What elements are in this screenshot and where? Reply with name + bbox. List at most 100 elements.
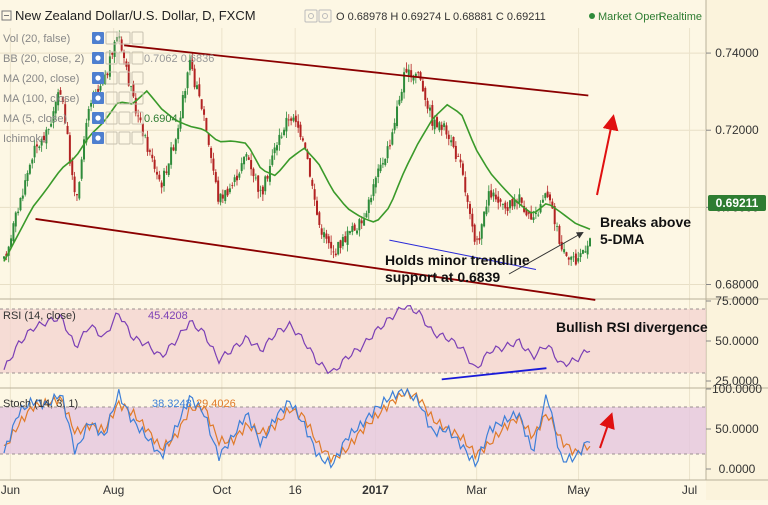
settings-icon[interactable] [304, 9, 318, 23]
candle-body [541, 199, 544, 203]
candle-body [388, 145, 391, 147]
indicator-label: MA (200, close) [3, 73, 79, 85]
candle-body [525, 209, 528, 216]
candle-body [320, 228, 323, 235]
candle-body [452, 136, 455, 147]
candle-body [511, 198, 514, 207]
candle-body [45, 129, 48, 144]
close-icon[interactable] [131, 31, 144, 45]
add-icon[interactable] [118, 131, 131, 145]
candle-body [275, 145, 278, 151]
candle-body [99, 86, 102, 91]
time-tick-label: 16 [288, 483, 302, 497]
candle-body [410, 70, 413, 78]
settings-icon[interactable] [105, 31, 118, 45]
candle-body [207, 133, 210, 145]
rsi-legend: RSI (14, close) 45.4208 [3, 310, 188, 322]
candle-body [144, 135, 147, 137]
add-icon[interactable] [118, 91, 131, 105]
candle-body [466, 195, 469, 202]
candle-body [304, 142, 307, 149]
candle-body [483, 211, 486, 227]
compare-icon[interactable] [318, 9, 332, 23]
stoch-d-value: 29.4026 [196, 398, 236, 410]
candle-body [200, 99, 203, 109]
settings-icon[interactable] [105, 111, 118, 125]
candle-body [155, 171, 158, 175]
candle-body [14, 212, 17, 227]
candle-body [66, 125, 69, 135]
candle-body [245, 154, 248, 157]
stoch-title: Stoch (14, 3, 1) [3, 398, 78, 410]
candle-body [266, 175, 269, 179]
candle-body [445, 125, 448, 135]
add-icon[interactable] [118, 51, 131, 65]
add-icon[interactable] [118, 111, 131, 125]
candle-body [240, 163, 243, 172]
indicator-value: 0.6904 [144, 113, 178, 125]
add-icon[interactable] [118, 31, 131, 45]
candle-body [553, 206, 556, 225]
candle-body [73, 176, 76, 193]
candle-body [318, 212, 321, 225]
ohlc-values: O 0.68978 H 0.69274 L 0.68881 C 0.69211 [336, 11, 546, 23]
close-icon[interactable] [131, 131, 144, 145]
candle-body [205, 117, 208, 131]
stoch-tick-label: 100.0000 [712, 382, 762, 396]
candle-body [83, 139, 86, 160]
settings-icon[interactable] [105, 71, 118, 85]
candle-body [334, 253, 337, 256]
candle-body [344, 236, 347, 243]
annotation-holds-line1: Holds minor trendline [385, 252, 530, 268]
candle-body [217, 180, 220, 202]
candle-body [113, 41, 116, 57]
candle-body [165, 171, 168, 173]
settings-icon[interactable] [105, 91, 118, 105]
indicator-legend: Vol (20, false) BB (20, close, 2) 0.7062 0… [3, 31, 214, 145]
candle-body [403, 72, 406, 93]
time-axis: Jun Aug Oct 16 2017 Mar May Jul [1, 483, 698, 497]
candle-body [504, 202, 507, 209]
candle-body [523, 205, 526, 212]
candle-body [356, 230, 359, 234]
candle-body [497, 196, 500, 203]
candle-body [174, 139, 177, 151]
add-icon[interactable] [118, 71, 131, 85]
candle-body [400, 91, 403, 101]
candle-body [235, 175, 238, 181]
candle-body [158, 174, 161, 180]
candle-body [195, 85, 198, 89]
time-tick-label: Oct [213, 483, 232, 497]
candle-body [285, 117, 288, 132]
close-icon[interactable] [131, 71, 144, 85]
candle-body [530, 211, 533, 220]
candle-body [212, 158, 215, 171]
candle-body [313, 189, 316, 200]
close-icon[interactable] [131, 91, 144, 105]
last-price-label: 0.69211 [716, 196, 759, 210]
settings-icon[interactable] [105, 131, 118, 145]
candle-body [78, 182, 81, 199]
stoch-legend: Stoch (14, 3, 1) 38.3248 29.4026 [3, 398, 236, 410]
candle-body [33, 145, 36, 158]
candle-body [163, 170, 166, 187]
candle-body [294, 115, 297, 123]
candle-body [184, 91, 187, 99]
candle-body [537, 214, 540, 216]
candle-body [160, 182, 163, 188]
close-icon[interactable] [131, 51, 144, 65]
candle-body [297, 121, 300, 128]
rsi-tick-label: 25.0000 [715, 374, 759, 388]
candle-body [393, 122, 396, 131]
close-icon[interactable] [131, 111, 144, 125]
trendline-lower-channel [35, 218, 596, 301]
candle-body [26, 173, 29, 181]
candle-body [551, 201, 554, 209]
candle-body [457, 156, 460, 157]
settings-icon[interactable] [105, 51, 118, 65]
candle-body [440, 124, 443, 130]
candle-body [391, 132, 394, 145]
candle-body [111, 52, 114, 55]
candle-body [54, 102, 57, 114]
candle-body [308, 158, 311, 177]
